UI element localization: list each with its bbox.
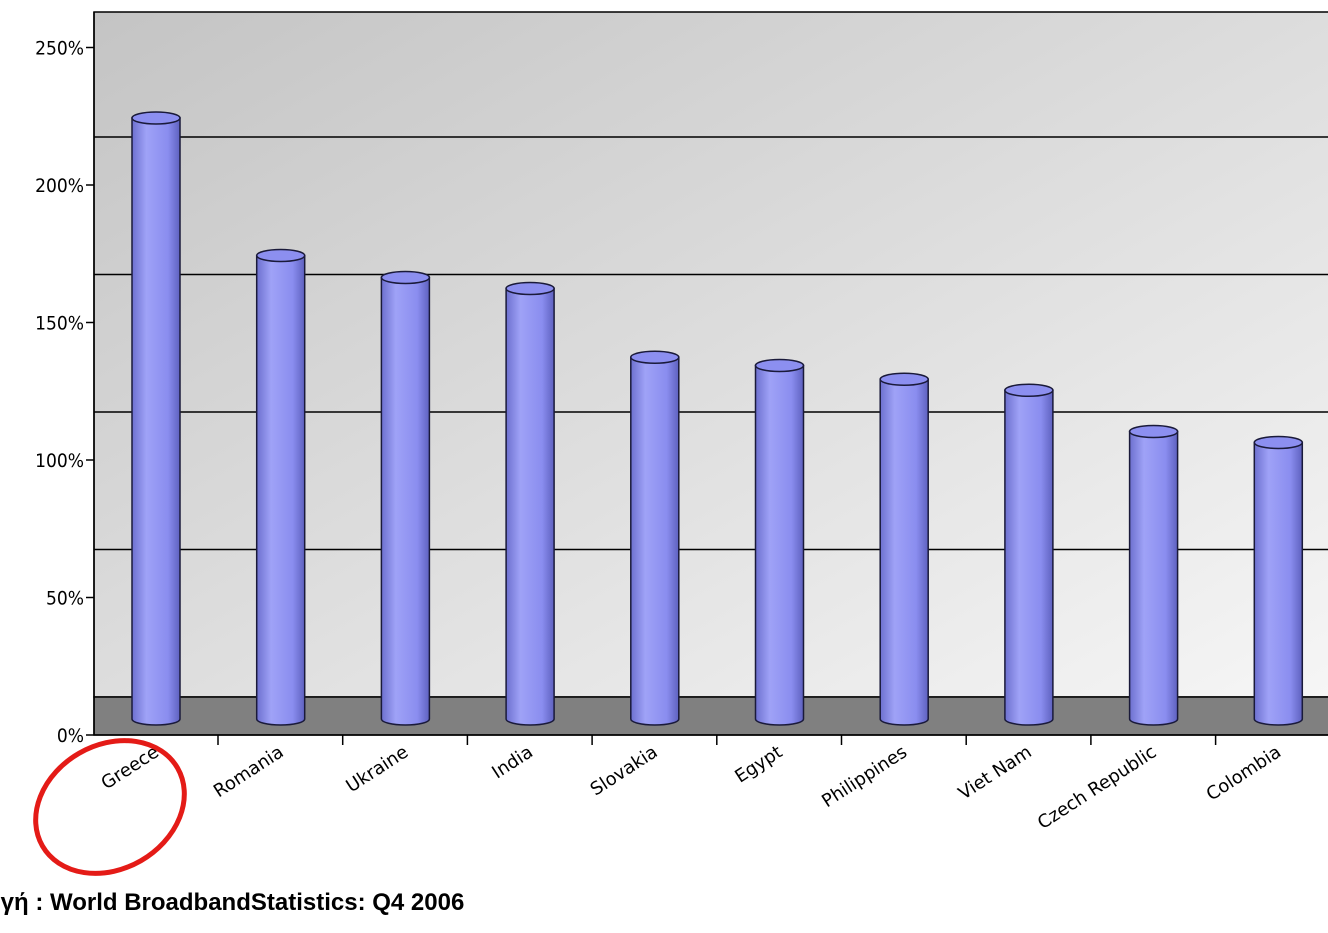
axes: 0% 50% 100% 150% 200% 250% bbox=[35, 12, 1328, 747]
bar-body bbox=[1004, 389, 1054, 726]
y-tick-label: 250% bbox=[35, 38, 84, 60]
highlight-circle bbox=[33, 738, 187, 876]
bar bbox=[879, 372, 929, 726]
y-tick-label: 50% bbox=[46, 588, 84, 610]
bar bbox=[380, 270, 431, 726]
y-tick-label: 0% bbox=[57, 725, 84, 747]
category-label: Czech Republic bbox=[1034, 742, 1160, 834]
bar-body bbox=[255, 254, 306, 726]
category-label: Philippines bbox=[818, 742, 911, 812]
source-caption: ηγή : World BroadbandStatistics: Q4 2006 bbox=[0, 889, 465, 916]
category-labels: Greece Romania Ukraine India Slovakia Egypt Ph… bbox=[98, 742, 1285, 834]
bar bbox=[630, 350, 680, 726]
y-tick-label: 150% bbox=[35, 313, 84, 335]
category-label: Viet Nam bbox=[955, 742, 1036, 805]
bar-body bbox=[505, 287, 555, 726]
bar bbox=[1128, 424, 1179, 726]
bar bbox=[1004, 383, 1054, 726]
y-tick-label: 200% bbox=[35, 175, 84, 197]
bar bbox=[505, 281, 555, 726]
bar bbox=[754, 358, 805, 726]
bar-body bbox=[1253, 441, 1304, 726]
bar-top bbox=[754, 358, 805, 373]
bar-body bbox=[879, 378, 929, 726]
bars bbox=[131, 111, 1304, 726]
bar-body bbox=[754, 364, 805, 726]
category-label: India bbox=[488, 742, 536, 784]
category-label: Colombia bbox=[1203, 742, 1285, 806]
y-tick-label: 100% bbox=[35, 450, 84, 472]
category-label: Ukraine bbox=[342, 742, 412, 797]
bar-top bbox=[131, 111, 181, 125]
bar bbox=[131, 111, 181, 726]
bar bbox=[255, 248, 306, 726]
bar-body bbox=[630, 356, 680, 726]
bar bbox=[1253, 435, 1304, 726]
category-label: Romania bbox=[210, 742, 287, 802]
bar-top bbox=[630, 350, 680, 364]
category-label: Egypt bbox=[731, 742, 786, 788]
bar-body bbox=[131, 117, 181, 726]
bar-top bbox=[505, 281, 555, 296]
annotations bbox=[33, 738, 187, 876]
bar-body bbox=[1128, 430, 1179, 726]
bar-body bbox=[380, 276, 431, 726]
category-label: Greece bbox=[98, 742, 163, 795]
bar-top bbox=[1004, 383, 1054, 397]
bar-top bbox=[255, 248, 306, 263]
bar-top bbox=[380, 270, 431, 285]
category-label: Slovakia bbox=[587, 742, 662, 801]
bar-top bbox=[1128, 424, 1179, 439]
bar-top bbox=[879, 372, 929, 386]
bar-top bbox=[1253, 435, 1304, 450]
